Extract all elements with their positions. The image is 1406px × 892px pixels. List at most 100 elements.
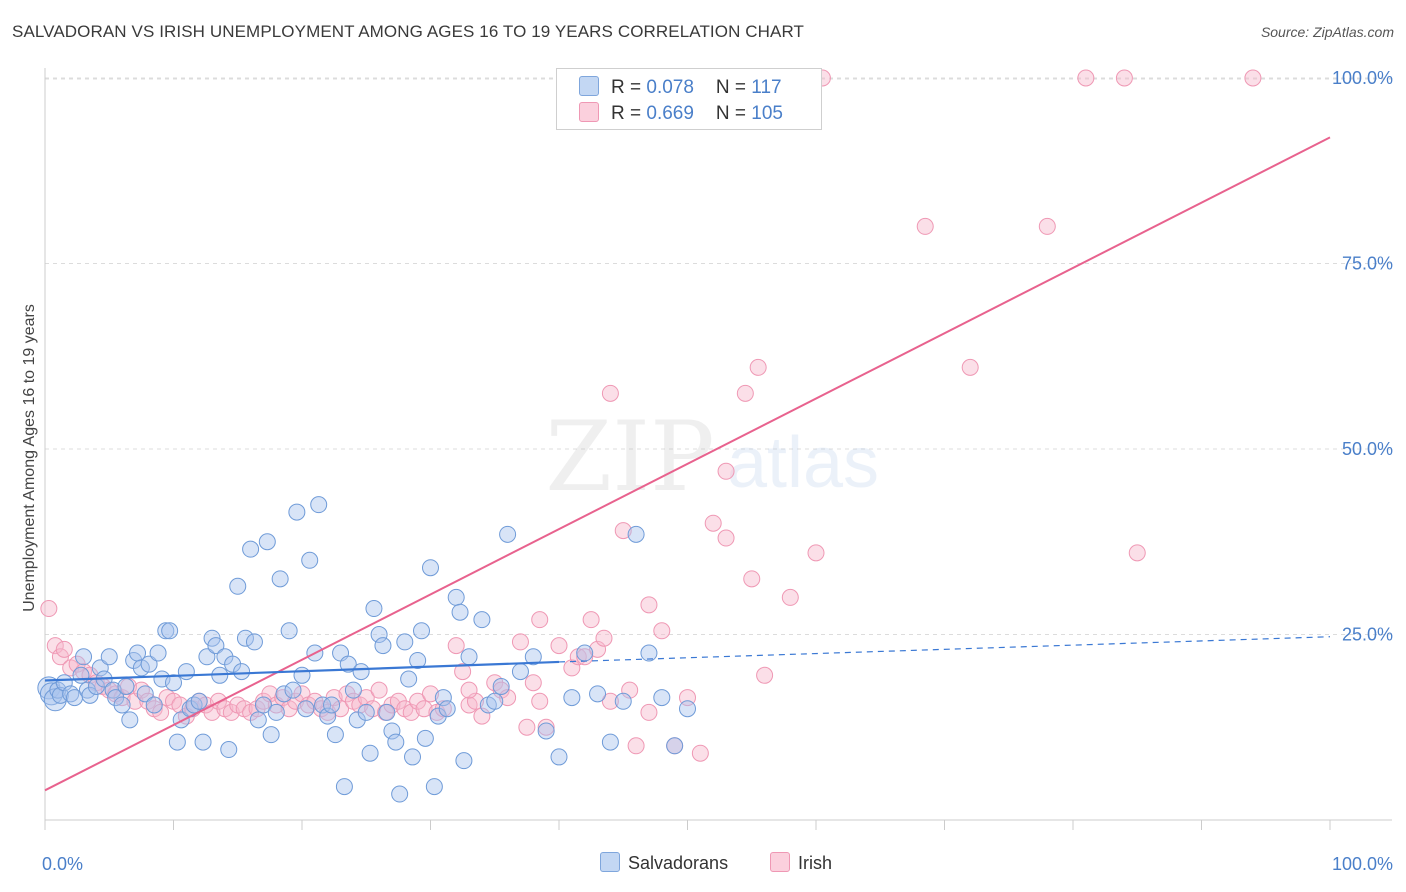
- irish-point: [454, 663, 472, 681]
- irish-point: [1115, 69, 1133, 87]
- salvadoran-point: [378, 703, 396, 721]
- salvadoran-point: [149, 644, 167, 662]
- irish-point: [595, 629, 613, 647]
- salvadoran-point: [117, 677, 135, 695]
- salvadoran-trend-extension: [558, 636, 1331, 663]
- salvadoran-point: [140, 655, 158, 673]
- salvadoran-point: [511, 663, 529, 681]
- salvadoran-point: [220, 741, 238, 759]
- salvadoran-point: [409, 651, 427, 669]
- salvadoran-point: [396, 633, 414, 651]
- irish-point: [756, 666, 774, 684]
- irish-point: [576, 648, 594, 666]
- salvadoran-point: [301, 551, 319, 569]
- watermark-atlas: atlas: [727, 423, 879, 503]
- irish-point: [40, 600, 58, 618]
- salvadoran-point: [344, 681, 362, 699]
- x-tick-label: 0.0%: [42, 854, 83, 874]
- irish-point: [531, 692, 549, 710]
- salvadoran-point: [297, 700, 315, 718]
- irish-point: [640, 596, 658, 614]
- irish-point: [961, 358, 979, 376]
- legend-swatch-pink: [770, 852, 790, 872]
- salvadoran-point: [425, 778, 443, 796]
- salvadoran-point: [288, 503, 306, 521]
- salvadoran-point: [280, 622, 298, 640]
- irish-point: [531, 611, 549, 629]
- legend-r-value: 0.669: [646, 103, 694, 124]
- irish-point: [537, 718, 555, 736]
- y-tick-label: 50.0%: [1342, 439, 1393, 459]
- irish-point: [524, 674, 542, 692]
- salvadoran-point: [422, 559, 439, 577]
- legend-label-irish: Irish: [798, 853, 833, 873]
- irish-point: [614, 522, 632, 540]
- irish-point: [736, 384, 754, 402]
- salvadoran-point: [229, 577, 247, 595]
- irish-point: [1244, 69, 1262, 87]
- irish-point: [749, 358, 767, 376]
- salvadoran-point: [161, 622, 179, 640]
- salvadoran-point: [245, 633, 263, 651]
- salvadoran-point: [113, 696, 131, 714]
- y-tick-label: 100.0%: [1332, 68, 1393, 88]
- salvadoran-point: [319, 707, 337, 725]
- salvadoran-point: [524, 648, 542, 666]
- salvadoran-point: [72, 666, 90, 684]
- salvadoran-point: [460, 648, 478, 666]
- salvadoran-point: [262, 726, 280, 744]
- salvadoran-point: [310, 496, 328, 514]
- salvadoran-point: [361, 744, 379, 762]
- salvadoran-point: [254, 696, 272, 714]
- salvadoran-points: [37, 496, 696, 803]
- salvadoran-point: [326, 726, 344, 744]
- salvadoran-point: [499, 525, 517, 543]
- x-tick-label: 100.0%: [1332, 854, 1393, 874]
- legend-r-label: R =: [611, 103, 647, 124]
- irish-point: [781, 588, 799, 606]
- y-tick-label: 75.0%: [1342, 254, 1393, 274]
- irish-point: [601, 692, 619, 710]
- salvadoran-point: [537, 722, 555, 740]
- salvadoran-point: [339, 655, 357, 673]
- salvadoran-point: [267, 703, 285, 721]
- irish-point: [518, 718, 536, 736]
- salvadoran-point: [157, 622, 175, 640]
- legend-row-salvadorans: R = 0.078 N = 117: [579, 76, 782, 100]
- irish-point: [1128, 544, 1146, 562]
- salvadoran-point: [198, 648, 216, 666]
- irish-point: [653, 622, 671, 640]
- chart-title: SALVADORAN VS IRISH UNEMPLOYMENT AMONG A…: [12, 22, 805, 41]
- salvadoran-point: [473, 611, 491, 629]
- salvadoran-point: [352, 663, 370, 681]
- legend-r-value: 0.078: [646, 77, 694, 98]
- salvadoran-point: [614, 692, 632, 710]
- salvadoran-point: [177, 663, 195, 681]
- correlation-legend: R = 0.078 N = 117 R = 0.669 N = 105: [556, 68, 822, 130]
- legend-row-irish: R = 0.669 N = 105: [579, 102, 783, 126]
- salvadoran-point: [438, 700, 456, 718]
- irish-point: [550, 637, 568, 655]
- irish-point: [627, 737, 645, 755]
- y-tick-label: 25.0%: [1342, 625, 1393, 645]
- salvadoran-point: [335, 778, 353, 796]
- irish-point: [447, 637, 465, 655]
- salvadoran-point: [563, 689, 581, 707]
- salvadoran-point: [434, 689, 452, 707]
- salvadoran-point: [275, 685, 293, 703]
- salvadoran-point: [451, 603, 469, 621]
- salvadoran-point: [271, 570, 289, 588]
- salvadoran-point: [132, 659, 150, 677]
- irish-point: [807, 544, 825, 562]
- salvadoran-point: [348, 711, 366, 729]
- legend-n-value: 105: [751, 103, 783, 124]
- irish-point: [582, 611, 600, 629]
- irish-point: [415, 700, 433, 718]
- salvadoran-point: [194, 733, 212, 751]
- source-label: Source: ZipAtlas.com: [1260, 24, 1394, 40]
- salvadoran-point: [589, 685, 607, 703]
- salvadoran-point: [576, 644, 594, 662]
- legend-item-salvadorans: Salvadorans: [600, 852, 728, 874]
- salvadoran-point: [284, 681, 302, 699]
